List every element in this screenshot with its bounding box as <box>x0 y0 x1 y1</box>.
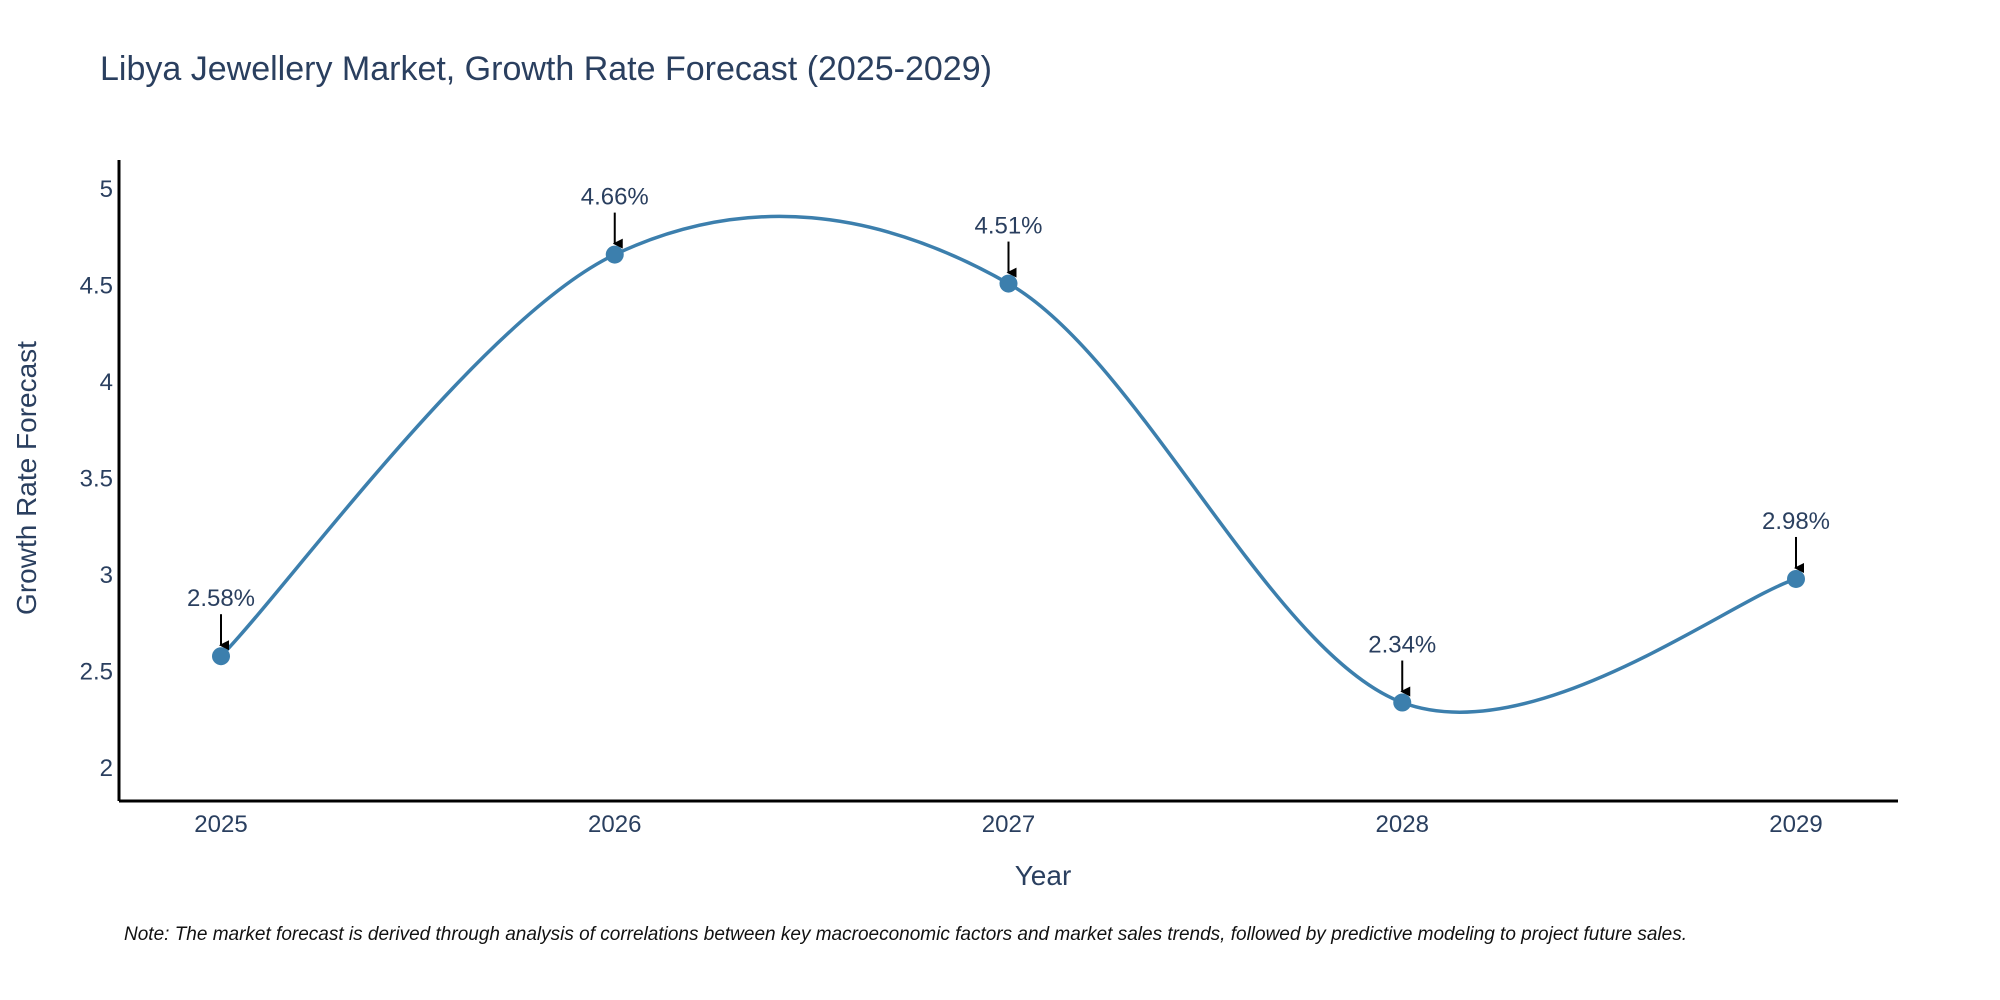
y-tick-label: 4.5 <box>80 272 113 299</box>
data-point-marker <box>1393 693 1412 712</box>
data-label: 4.51% <box>974 213 1042 240</box>
x-tick-label: 2027 <box>982 811 1035 838</box>
y-tick-label: 3 <box>100 562 113 589</box>
y-tick-label: 2.5 <box>80 659 113 686</box>
y-tick-label: 4 <box>100 369 113 396</box>
data-label: 2.58% <box>187 585 255 612</box>
data-label: 2.98% <box>1762 508 1830 535</box>
data-point-marker <box>212 647 230 666</box>
data-point-marker <box>999 274 1018 293</box>
data-point-marker <box>1787 569 1805 588</box>
y-axis-title: Growth Rate Forecast <box>11 341 42 615</box>
y-tick-label: 2 <box>100 755 113 782</box>
y-tick-label: 5 <box>100 176 113 203</box>
data-label: 2.34% <box>1368 632 1436 659</box>
chart-title: Libya Jewellery Market, Growth Rate Fore… <box>100 50 992 88</box>
forecast-note: Note: The market forecast is derived thr… <box>124 924 1687 945</box>
data-label: 4.66% <box>581 184 649 211</box>
x-tick-label: 2026 <box>588 811 641 838</box>
y-tick-label: 3.5 <box>80 466 113 493</box>
x-tick-label: 2029 <box>1769 811 1822 838</box>
data-point-marker <box>605 245 624 264</box>
x-axis-title: Year <box>1015 860 1072 891</box>
x-tick-label: 2028 <box>1376 811 1429 838</box>
plot-area: 2 2.5 3 3.5 4 4.5 5 2025 2026 2027 2028 2029 2.58% 4.… <box>80 160 1898 838</box>
x-tick-label: 2025 <box>194 811 247 838</box>
